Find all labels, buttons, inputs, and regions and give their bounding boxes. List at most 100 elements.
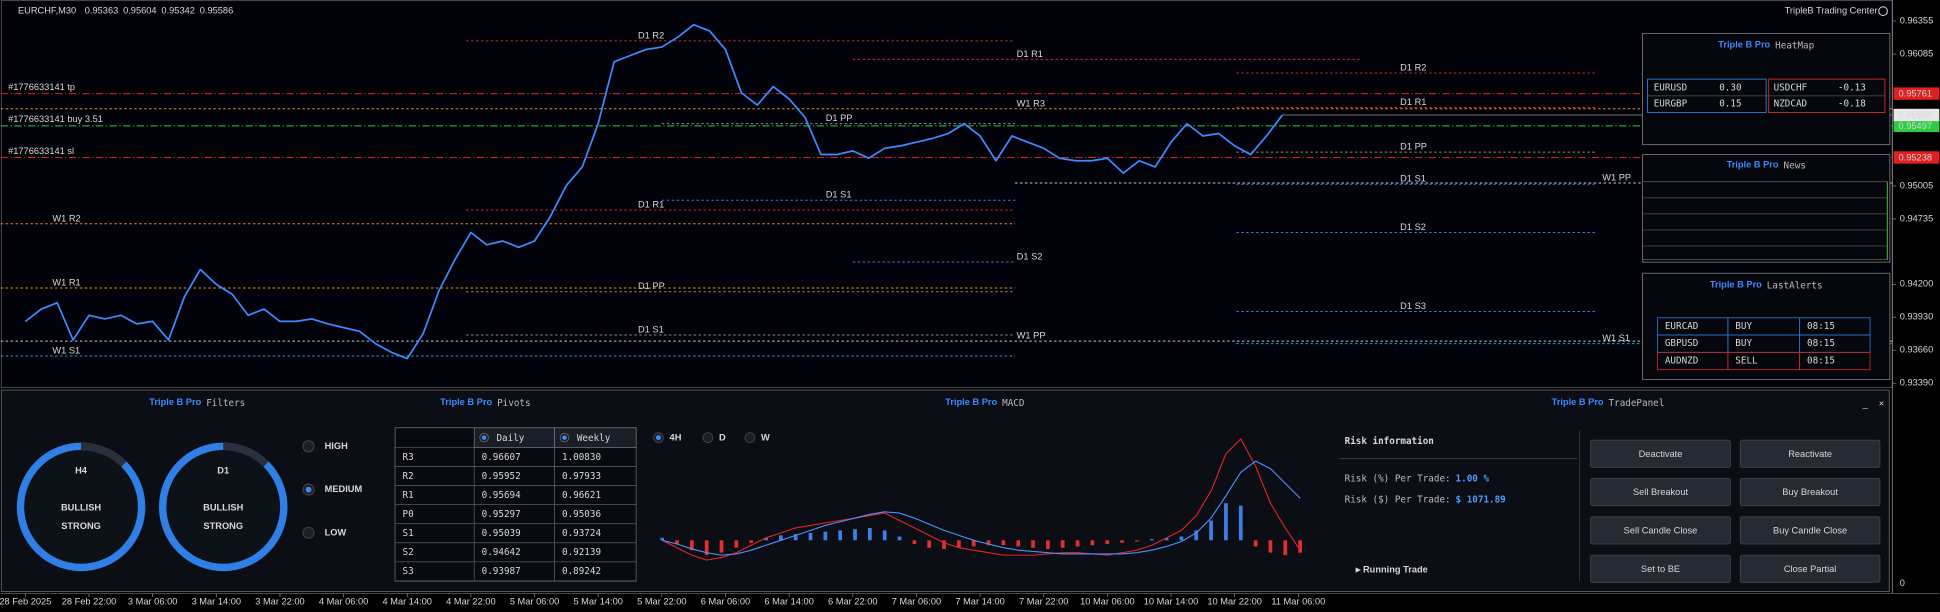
y-tick-label: 0.94200 (1900, 279, 1934, 289)
macd-bar (793, 534, 798, 541)
panel-name: MACD (1002, 398, 1024, 409)
x-tick-label: 4 Mar 14:00 (383, 597, 432, 607)
panel-title: Triple B Pro HeatMap (1718, 40, 1814, 51)
window-control[interactable]: _ (1862, 399, 1869, 409)
pivot-label: D1 S1 (826, 190, 852, 200)
pivot-label: D1 PP (1400, 142, 1427, 152)
risk-value: $ 1071.89 (1456, 494, 1506, 505)
button[interactable] (1739, 478, 1881, 507)
macd-signal-line (662, 460, 1301, 556)
timeframe-label: 4H (670, 433, 682, 443)
pivot-label: D1 S1 (638, 324, 664, 334)
risk-label: Risk ($) Per Trade: (1345, 494, 1451, 505)
order-price-box (1893, 151, 1940, 164)
gauge-gap (80, 442, 127, 467)
price-chart: 0.96355 0.96085 0.95005 0.94735 0.94200 0.939… (0, 16, 1940, 607)
macd-bar (719, 540, 724, 553)
radio[interactable] (702, 432, 714, 444)
button[interactable] (1590, 478, 1731, 507)
pivot-text: 0.94642 (482, 547, 521, 558)
panel-title: Triple B Pro Filters (149, 398, 245, 409)
pivot-label: D1 R1 (1400, 97, 1426, 107)
macd-bar (1179, 536, 1184, 541)
macd-bar (1268, 540, 1273, 553)
pivot-text: 0.96607 (482, 452, 521, 463)
pivot-column: Daily (496, 433, 524, 444)
macd-bar (1001, 540, 1006, 546)
x-tick-label: 3 Mar 14:00 (192, 597, 241, 607)
button-label[interactable]: Buy Breakout (1782, 487, 1838, 497)
order-label: #1776633141 buy 3.51 (8, 114, 103, 124)
x-tick-label: 5 Mar 06:00 (510, 597, 559, 607)
side-panel (1642, 154, 1891, 263)
pivot-text: R3 (403, 452, 414, 463)
macd-bar (986, 540, 991, 546)
window-control[interactable]: × (1879, 399, 1884, 409)
alert-text: SELL (1735, 356, 1758, 367)
alert-cell (1799, 351, 1871, 371)
panel-title: Triple B Pro Pivots (440, 398, 530, 409)
button-label[interactable]: Buy Candle Close (1773, 525, 1847, 535)
alert-text: GBPUSD (1665, 338, 1698, 349)
macd-bar (1135, 540, 1139, 542)
pivot-label: W1 R3 (1017, 98, 1045, 108)
macd-bar (957, 540, 961, 548)
x-tick-label: 28 Feb 22:00 (62, 597, 117, 607)
macd-bar (882, 530, 887, 541)
y-tick-label: 0.93390 (1900, 378, 1934, 388)
pivot-text: 0.95952 (482, 471, 521, 482)
heat-text: -0.13 (1838, 82, 1866, 93)
macd-bar (1046, 540, 1050, 549)
macd-bar (689, 540, 694, 551)
button-label[interactable]: Reactivate (1788, 449, 1832, 459)
panel-brand: Triple B Pro (945, 398, 997, 408)
panel-brand: Triple B Pro (1710, 280, 1762, 290)
alert-text: 08:15 (1807, 321, 1835, 332)
panel-brand: Triple B Pro (149, 398, 201, 408)
pivot-label: D1 S3 (1400, 301, 1426, 311)
button[interactable] (1739, 516, 1881, 545)
ohlc-value: 0.95363 (85, 6, 119, 16)
gauge-strength: STRONG (61, 521, 101, 531)
radio[interactable] (302, 526, 315, 539)
pivot-label: D1 S2 (1017, 252, 1043, 262)
macd-bar (1194, 530, 1199, 541)
panel-name: News (1784, 160, 1806, 171)
button[interactable] (1590, 439, 1731, 468)
ohlc-value: 0.95604 (123, 6, 156, 16)
heat-text: NZDCAD (1774, 98, 1807, 109)
radio-dot (481, 435, 487, 440)
running-trade[interactable]: ▸ Running Trade (1355, 564, 1428, 574)
heat-text: -0.18 (1838, 98, 1866, 109)
risk-value: 1.00 % (1456, 473, 1490, 484)
bottom-panel (0, 389, 1890, 593)
pivot-text: 0.95039 (482, 528, 521, 539)
radio[interactable] (302, 440, 315, 453)
button-label[interactable]: Sell Candle Close (1624, 525, 1698, 535)
button-label[interactable]: Close Partial (1784, 564, 1837, 574)
x-tick-label: 7 Mar 14:00 (955, 597, 1004, 607)
x-tick-label: 28 Feb 2025 (0, 597, 51, 607)
button[interactable] (1590, 554, 1731, 583)
button-label[interactable]: Set to BE (1641, 564, 1680, 574)
x-tick-label: 11 Mar 06:00 (1271, 597, 1325, 607)
ohlc-value: 0.95342 (161, 6, 194, 16)
pivot-text: 0.93987 (482, 566, 521, 577)
alert-text: 08:15 (1807, 338, 1835, 349)
button[interactable] (1739, 554, 1881, 583)
radio-label: LOW (325, 527, 347, 537)
risk-line: Risk ($) Per Trade: $ 1071.89 (1345, 494, 1506, 505)
radio[interactable] (744, 432, 756, 444)
pivot-text: 1.00830 (562, 452, 601, 463)
brand: TripleB Trading Center (1785, 6, 1878, 16)
pivot-text: 0.96621 (562, 490, 601, 501)
button[interactable] (1739, 439, 1881, 468)
x-tick-label: 4 Mar 22:00 (446, 597, 495, 607)
button-label[interactable]: Sell Breakout (1633, 487, 1689, 497)
button[interactable] (1590, 516, 1731, 545)
x-tick-label: 10 Mar 22:00 (1207, 597, 1262, 607)
pivot-text: S2 (403, 547, 414, 558)
pivot-label: D1 R2 (638, 30, 664, 40)
button-label[interactable]: Deactivate (1639, 449, 1683, 459)
pivot-label: W1 PP (1602, 173, 1631, 183)
